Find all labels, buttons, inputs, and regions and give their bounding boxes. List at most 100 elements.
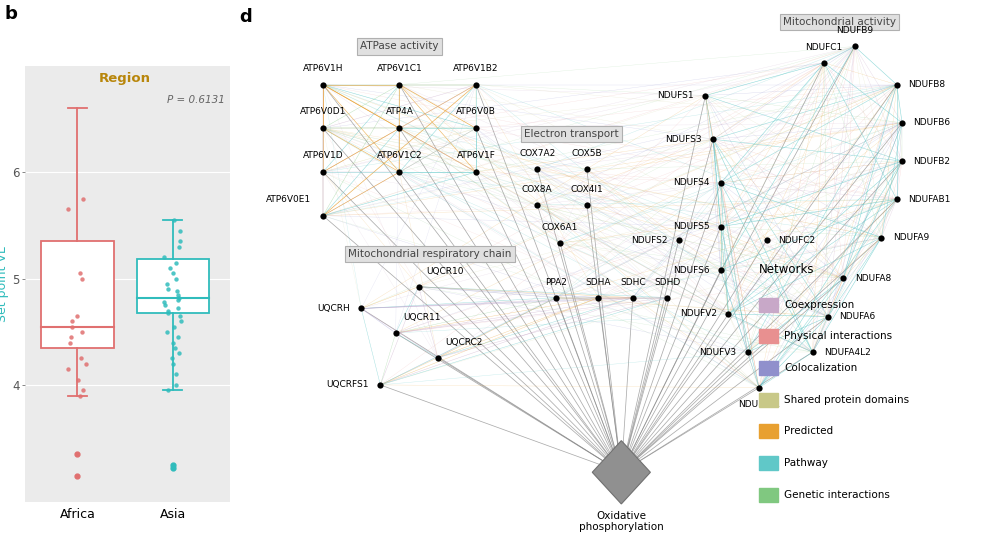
Text: Coexpression: Coexpression xyxy=(784,300,855,310)
Text: COX8A: COX8A xyxy=(522,185,552,194)
Point xyxy=(170,304,186,313)
Text: ATP6V1B2: ATP6V1B2 xyxy=(453,64,499,73)
Text: NDUFV2: NDUFV2 xyxy=(680,310,717,318)
Point xyxy=(165,359,181,368)
Text: Mitochondrial respiratory chain: Mitochondrial respiratory chain xyxy=(348,249,512,259)
Bar xyxy=(41,241,114,348)
Text: Oxidative
phosphorylation: Oxidative phosphorylation xyxy=(579,511,664,532)
Point xyxy=(160,306,176,315)
Text: ATP6V1H: ATP6V1H xyxy=(303,64,343,73)
Text: ATP6V1F: ATP6V1F xyxy=(457,151,495,160)
Point xyxy=(170,295,186,304)
Text: ATP6V0B: ATP6V0B xyxy=(456,108,496,116)
Point xyxy=(168,370,184,379)
Text: ATP6V0D1: ATP6V0D1 xyxy=(300,108,346,116)
Text: NDUFS5: NDUFS5 xyxy=(673,222,709,231)
Point xyxy=(166,216,182,224)
Text: NDUFS2: NDUFS2 xyxy=(631,236,667,245)
Text: Shared protein domains: Shared protein domains xyxy=(784,395,909,405)
Text: UQCRC2: UQCRC2 xyxy=(445,338,483,347)
Point xyxy=(75,386,91,395)
Point xyxy=(171,242,187,251)
Text: PPA2: PPA2 xyxy=(545,278,567,287)
Text: b: b xyxy=(5,5,18,23)
Text: Predicted: Predicted xyxy=(784,426,833,436)
Point xyxy=(72,391,88,400)
Text: Region: Region xyxy=(99,72,151,85)
Text: ATP6V1D: ATP6V1D xyxy=(303,151,343,160)
Text: NDUFS4: NDUFS4 xyxy=(673,179,709,187)
Polygon shape xyxy=(592,441,650,504)
Text: NDUFA11: NDUFA11 xyxy=(738,400,780,408)
Text: SDHA: SDHA xyxy=(586,278,611,287)
Point xyxy=(165,269,181,277)
Point xyxy=(157,301,173,310)
Point xyxy=(166,322,182,331)
Text: COX4I1: COX4I1 xyxy=(571,185,603,194)
Text: NDUFS3: NDUFS3 xyxy=(665,135,702,144)
Text: UQCR10: UQCR10 xyxy=(426,267,464,276)
Point xyxy=(172,312,188,321)
Text: Genetic interactions: Genetic interactions xyxy=(784,490,890,500)
Text: Electron transport: Electron transport xyxy=(524,129,619,139)
Bar xyxy=(759,393,778,407)
Point xyxy=(160,308,176,317)
Bar xyxy=(759,424,778,438)
Point xyxy=(164,354,180,363)
Text: Physical interactions: Physical interactions xyxy=(784,331,892,341)
Point xyxy=(167,343,183,352)
Point xyxy=(171,349,187,358)
Point xyxy=(162,264,178,272)
Y-axis label: Set point VL: Set point VL xyxy=(0,246,9,322)
Text: NDUFAB1: NDUFAB1 xyxy=(908,195,951,204)
Point xyxy=(72,269,88,277)
Point xyxy=(156,253,172,262)
Point xyxy=(74,328,90,336)
Point xyxy=(168,274,184,283)
Text: NDUFS6: NDUFS6 xyxy=(673,266,709,275)
Point xyxy=(171,293,187,302)
Text: UQCRH: UQCRH xyxy=(317,304,350,313)
Text: COX7A2: COX7A2 xyxy=(519,150,555,158)
Text: NDUFA8: NDUFA8 xyxy=(855,274,891,283)
Text: NDUFB6: NDUFB6 xyxy=(914,118,951,127)
Text: ATP6V1C2: ATP6V1C2 xyxy=(377,151,422,160)
Point xyxy=(160,386,176,395)
Point xyxy=(168,258,184,267)
Text: UQCRFS1: UQCRFS1 xyxy=(326,381,369,389)
Text: ATP6V1C1: ATP6V1C1 xyxy=(377,64,422,73)
Bar xyxy=(759,298,778,312)
Point xyxy=(170,333,186,342)
Point xyxy=(156,298,172,306)
Point xyxy=(172,226,188,235)
Point xyxy=(165,338,181,347)
Point xyxy=(64,322,80,331)
Text: NDUFB9: NDUFB9 xyxy=(836,27,873,35)
Bar xyxy=(759,488,778,502)
Text: ATP4A: ATP4A xyxy=(386,108,413,116)
Text: UQCR11: UQCR11 xyxy=(403,313,441,322)
Point xyxy=(60,365,76,373)
Text: Networks: Networks xyxy=(759,263,815,276)
Point xyxy=(170,290,186,299)
Bar xyxy=(759,361,778,375)
Text: d: d xyxy=(239,8,252,26)
Text: NDUFS1: NDUFS1 xyxy=(657,91,694,100)
Text: SDHD: SDHD xyxy=(654,278,680,287)
Text: ATP6V0E1: ATP6V0E1 xyxy=(266,195,312,204)
Text: P = 0.6131: P = 0.6131 xyxy=(167,95,225,105)
Text: COX5B: COX5B xyxy=(572,150,602,158)
Text: NDUFA6: NDUFA6 xyxy=(839,312,876,321)
Point xyxy=(70,376,86,384)
Text: Pathway: Pathway xyxy=(784,458,828,468)
Point xyxy=(74,274,90,283)
Text: NDUFA4L2: NDUFA4L2 xyxy=(824,348,871,357)
Point xyxy=(172,237,188,246)
Text: ATPase activity: ATPase activity xyxy=(360,41,439,51)
Point xyxy=(64,317,80,325)
Text: NDUFV3: NDUFV3 xyxy=(699,348,736,357)
Point xyxy=(62,338,78,347)
Text: NDUFC2: NDUFC2 xyxy=(778,236,815,245)
Text: Colocalization: Colocalization xyxy=(784,363,858,373)
Point xyxy=(159,328,175,336)
